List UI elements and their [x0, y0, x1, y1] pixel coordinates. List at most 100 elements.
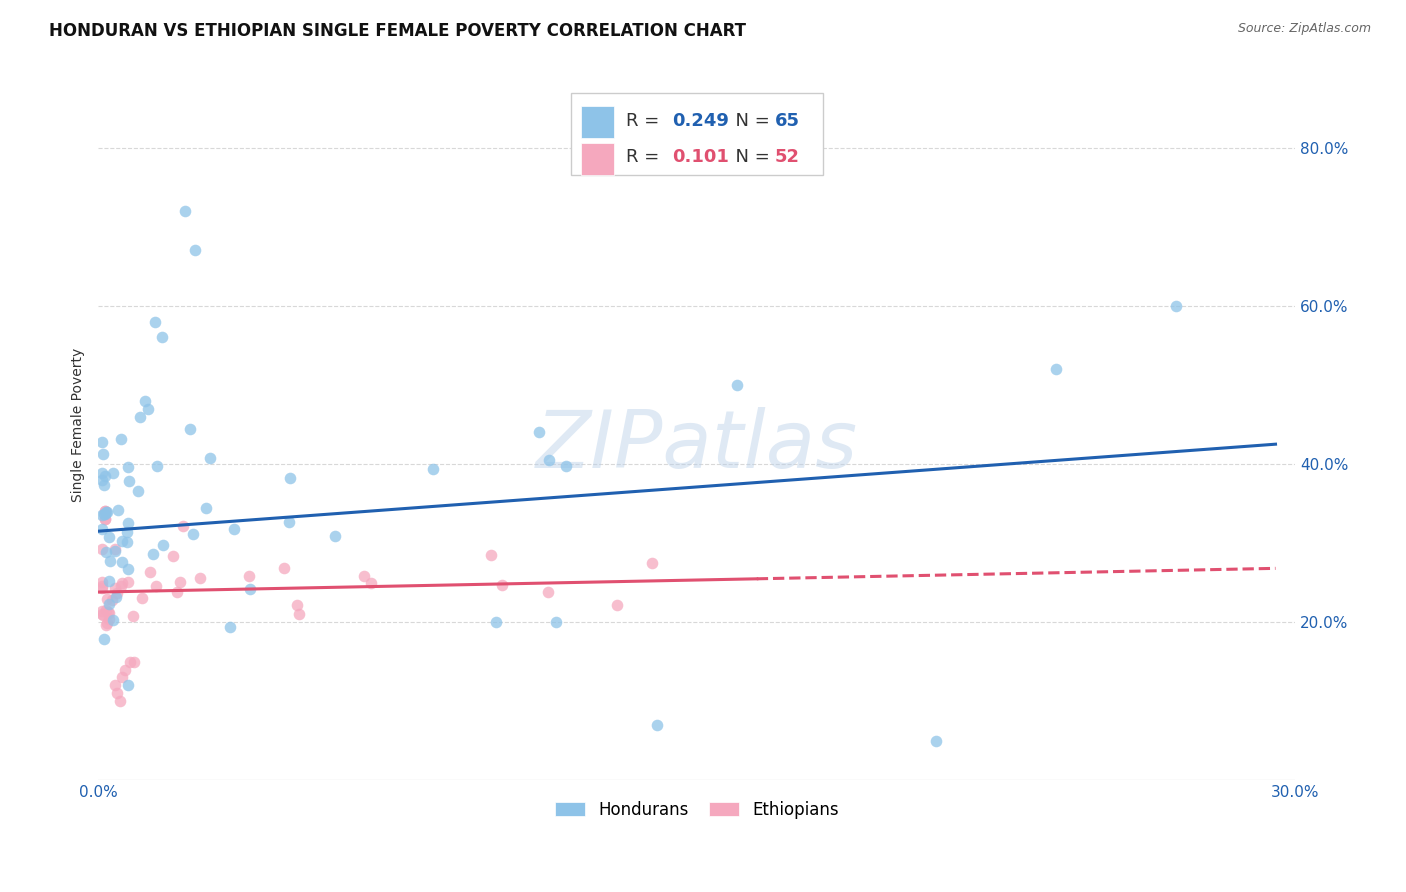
Point	[127, 484, 149, 499]
Point	[422, 461, 444, 475]
Text: 52: 52	[775, 148, 800, 166]
Point	[134, 393, 156, 408]
Point	[179, 422, 201, 436]
Bar	[581, 143, 614, 175]
Point	[117, 574, 139, 589]
Point	[538, 452, 561, 467]
Point	[131, 591, 153, 606]
Point	[96, 603, 118, 617]
Point	[166, 585, 188, 599]
Point	[105, 586, 128, 600]
Point	[96, 616, 118, 631]
Point	[97, 605, 120, 619]
Text: Source: ZipAtlas.com: Source: ZipAtlas.com	[1237, 22, 1371, 36]
Point	[121, 608, 143, 623]
Point	[108, 694, 131, 708]
Point	[91, 447, 114, 461]
Point	[103, 542, 125, 557]
Point	[101, 466, 124, 480]
Point	[188, 571, 211, 585]
Point	[93, 608, 115, 623]
Text: R =: R =	[626, 112, 665, 129]
Point	[537, 585, 560, 599]
Point	[606, 598, 628, 612]
Point	[105, 686, 128, 700]
Point	[111, 555, 134, 569]
Point	[96, 618, 118, 632]
Point	[174, 203, 197, 218]
Point	[323, 529, 346, 543]
Point	[96, 592, 118, 607]
Point	[111, 534, 134, 549]
Text: ZIPatlas: ZIPatlas	[536, 407, 858, 484]
Point	[479, 548, 502, 562]
Point	[110, 579, 132, 593]
Point	[645, 718, 668, 732]
Point	[150, 330, 173, 344]
Text: R =: R =	[626, 148, 671, 166]
Point	[129, 409, 152, 424]
Point	[117, 535, 139, 549]
Point	[104, 581, 127, 595]
Point	[224, 522, 246, 536]
Point	[277, 516, 299, 530]
Point	[145, 579, 167, 593]
Point	[278, 470, 301, 484]
Point	[93, 632, 115, 646]
Point	[91, 473, 114, 487]
Point	[219, 620, 242, 634]
Point	[139, 566, 162, 580]
Point	[122, 655, 145, 669]
Point	[360, 575, 382, 590]
Point	[98, 530, 121, 544]
Point	[101, 593, 124, 607]
Point	[117, 474, 139, 488]
Point	[98, 612, 121, 626]
Point	[111, 576, 134, 591]
Point	[114, 663, 136, 677]
Point	[91, 581, 114, 595]
Point	[98, 597, 121, 611]
Text: N =: N =	[724, 148, 776, 166]
Point	[117, 677, 139, 691]
Point	[529, 425, 551, 440]
Point	[115, 524, 138, 539]
Point	[169, 575, 191, 590]
Point	[925, 733, 948, 747]
Point	[91, 434, 114, 449]
Point	[98, 554, 121, 568]
Text: 0.249: 0.249	[672, 112, 728, 129]
Point	[555, 458, 578, 473]
Point	[146, 458, 169, 473]
Point	[104, 544, 127, 558]
Point	[172, 518, 194, 533]
Point	[91, 574, 114, 589]
Text: 0.101: 0.101	[672, 148, 728, 166]
Point	[91, 607, 114, 621]
Point	[94, 507, 117, 521]
Point	[94, 545, 117, 559]
Point	[142, 547, 165, 561]
Point	[111, 671, 134, 685]
FancyBboxPatch shape	[571, 94, 823, 176]
Point	[239, 582, 262, 596]
Point	[544, 615, 567, 629]
Text: HONDURAN VS ETHIOPIAN SINGLE FEMALE POVERTY CORRELATION CHART: HONDURAN VS ETHIOPIAN SINGLE FEMALE POVE…	[49, 22, 747, 40]
Point	[145, 315, 167, 329]
Point	[152, 538, 174, 552]
Point	[288, 607, 311, 621]
Point	[105, 590, 128, 604]
Point	[118, 655, 141, 669]
Text: 65: 65	[775, 112, 800, 129]
Point	[107, 503, 129, 517]
Point	[93, 478, 115, 492]
Point	[117, 459, 139, 474]
Point	[94, 504, 117, 518]
Legend: Hondurans, Ethiopians: Hondurans, Ethiopians	[548, 794, 845, 825]
Point	[104, 678, 127, 692]
Point	[238, 568, 260, 582]
Point	[1045, 362, 1067, 376]
Point	[285, 598, 308, 612]
Point	[94, 512, 117, 526]
Bar	[581, 106, 614, 138]
